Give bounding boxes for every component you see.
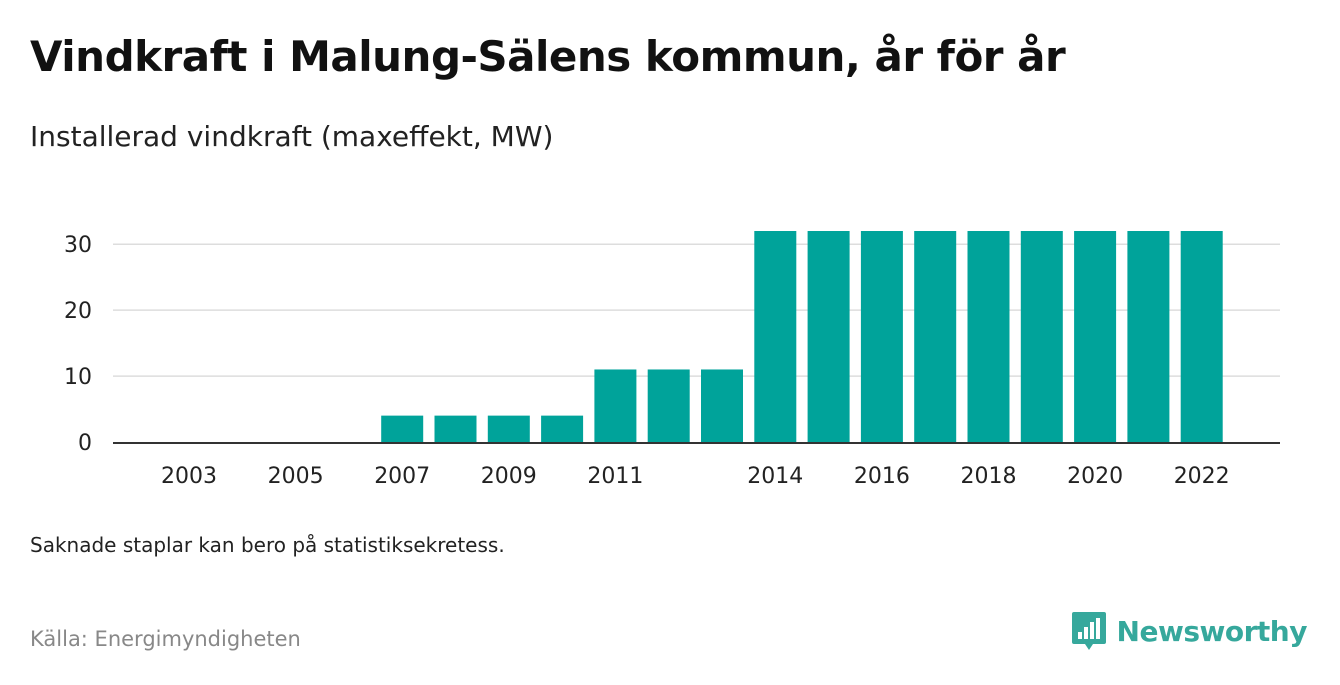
bar-2016[interactable] <box>860 231 903 442</box>
bar-2013[interactable] <box>701 369 743 442</box>
footnote: Saknade staplar kan bero på statistiksek… <box>30 533 505 557</box>
y-tick-label: 30 <box>64 233 92 258</box>
x-tick-label: 2018 <box>961 464 1017 489</box>
x-tick-label: 2011 <box>587 464 643 489</box>
x-tick-label: 2022 <box>1174 464 1230 489</box>
x-tick-label: 2016 <box>854 464 910 489</box>
chart-subtitle: Installerad vindkraft (maxeffekt, MW) <box>30 120 554 153</box>
bar-2007[interactable] <box>381 415 424 442</box>
bar-2009[interactable] <box>487 415 530 442</box>
bar-2015[interactable] <box>807 231 850 442</box>
newsworthy-logo-icon <box>1071 612 1106 650</box>
y-tick-label: 0 <box>78 431 92 456</box>
bar-2021[interactable] <box>1127 231 1170 442</box>
bar-2011[interactable] <box>594 369 637 442</box>
x-tick-label: 2003 <box>161 464 217 489</box>
bar-2012[interactable] <box>647 369 690 442</box>
source-text: Källa: Energimyndigheten <box>30 627 301 651</box>
x-tick-label: 2014 <box>747 464 803 489</box>
x-tick-label: 2007 <box>374 464 430 489</box>
x-tick-label: 2020 <box>1067 464 1123 489</box>
y-tick-label: 20 <box>64 299 92 324</box>
bars <box>381 231 1223 442</box>
y-tick-labels: 0 10 20 30 <box>64 233 92 456</box>
y-tick-label: 10 <box>64 365 92 390</box>
chart-title: Vindkraft i Malung-Sälens kommun, år för… <box>30 32 1066 81</box>
brand-logo[interactable]: Newsworthy <box>1071 610 1308 652</box>
bar-2020[interactable] <box>1074 231 1117 442</box>
x-tick-label: 2009 <box>481 464 537 489</box>
brand-name: Newsworthy <box>1116 614 1308 648</box>
bar-2008[interactable] <box>434 415 477 442</box>
bar-2010[interactable] <box>541 415 584 442</box>
bar-chart: 0 10 20 30 2003 2005 2007 2009 2011 2014 2016 2018… <box>64 231 1280 489</box>
bar-2014[interactable] <box>754 231 797 442</box>
bar-2018[interactable] <box>967 231 1010 442</box>
bar-2022[interactable] <box>1180 231 1223 442</box>
x-tick-label: 2005 <box>268 464 324 489</box>
x-tick-labels: 2003 2005 2007 2009 2011 2014 2016 2018 2020 2022 <box>161 464 1230 489</box>
bar-2017[interactable] <box>914 231 957 442</box>
bar-2019[interactable] <box>1020 231 1063 442</box>
